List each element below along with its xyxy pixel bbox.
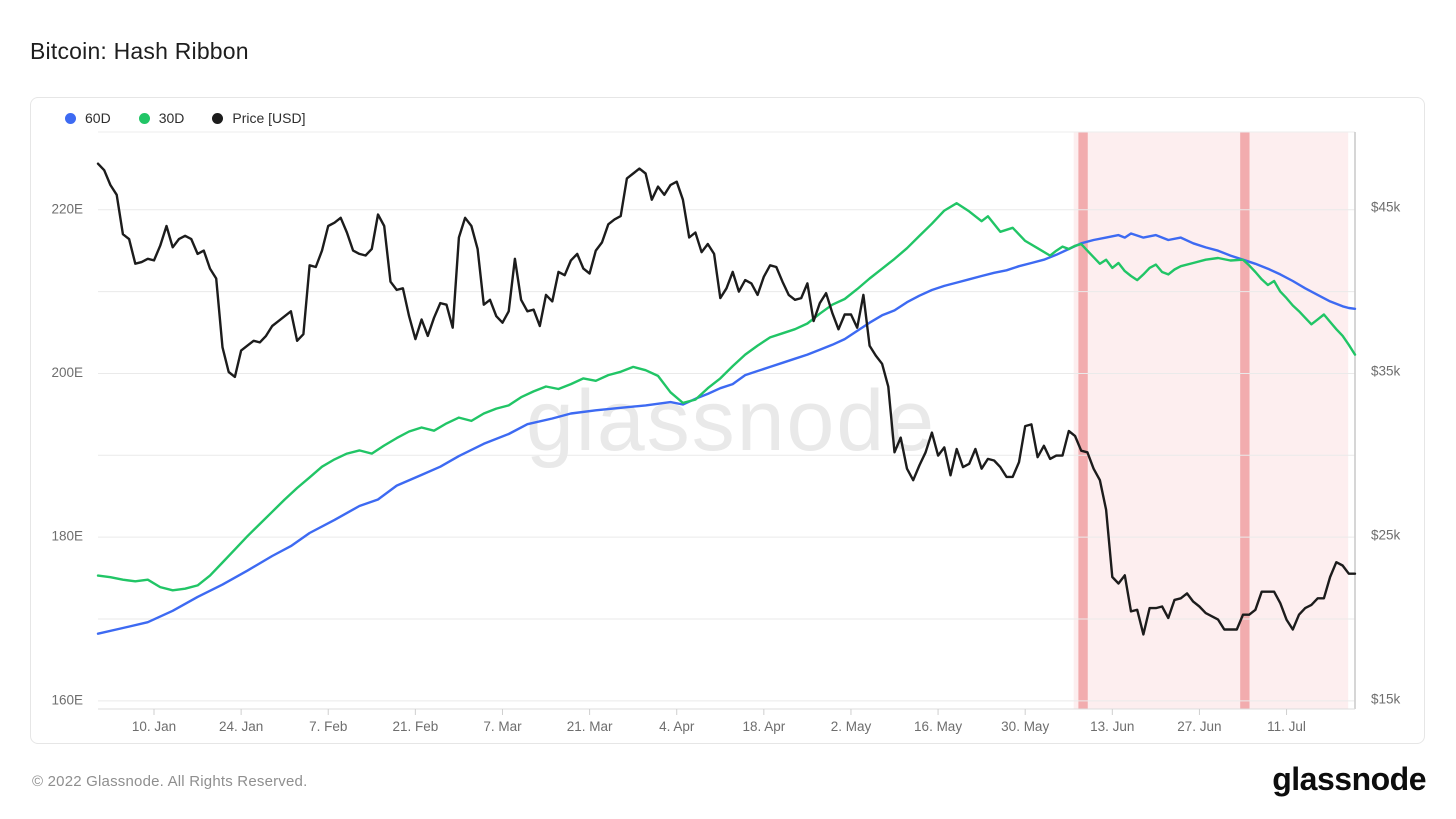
x-tick-label: 21. Mar (567, 719, 613, 734)
highlight-region (1073, 132, 1349, 709)
chart-card: glassnode 10. Jan 24. Jan 7. Feb 21. Feb 7. M… (30, 97, 1425, 744)
x-tick-label: 7. Feb (309, 719, 347, 734)
right-axis-label: $35k (1371, 364, 1401, 379)
series-line-price-usd- (96, 162, 1357, 636)
left-axis-label: 220E (51, 201, 83, 216)
page-title: Bitcoin: Hash Ribbon (30, 38, 249, 64)
left-axis-label: 200E (51, 365, 83, 380)
legend-item-label: 30D (158, 110, 185, 126)
x-tick-label: 10. Jan (132, 719, 176, 734)
x-tick-label: 27. Jun (1177, 719, 1221, 734)
x-tick-label: 4. Apr (659, 719, 695, 734)
footer-copyright: © 2022 Glassnode. All Rights Reserved. (32, 773, 308, 790)
x-tick-label: 30. May (1001, 719, 1049, 734)
right-axis-label: $45k (1371, 200, 1401, 215)
x-tick-label: 7. Mar (483, 719, 522, 734)
legend-dot-icon (212, 112, 224, 124)
right-axis-label: $25k (1371, 528, 1401, 543)
legend-item-label: 60D (85, 110, 111, 126)
series-line-30d (96, 202, 1357, 592)
legend-item-label: Price [USD] (232, 110, 306, 126)
x-tick-label: 21. Feb (392, 719, 438, 734)
highlight-bar (1078, 132, 1088, 709)
glassnode-watermark: glassnode (526, 373, 936, 469)
left-axis-label: 160E (51, 692, 83, 707)
x-tick-label: 18. Apr (742, 719, 785, 734)
left-axis-label: 180E (51, 529, 83, 544)
right-axis-label: $15k (1371, 692, 1401, 707)
highlight-bar (1240, 132, 1250, 709)
series-line-60d (96, 232, 1357, 635)
chart-legend: 60D 30D Price [USD] (65, 110, 306, 126)
chart-canvas: glassnode 10. Jan 24. Jan 7. Feb 21. Feb 7. M… (51, 131, 1401, 734)
glassnode-logo[interactable]: glassnode (1272, 761, 1426, 797)
legend-dot-icon (65, 112, 76, 124)
legend-item-60d[interactable]: 60D (65, 110, 111, 126)
x-tick-label: 11. Jul (1267, 719, 1306, 734)
legend-item-30d[interactable]: 30D (138, 110, 185, 126)
legend-item-price[interactable]: Price [USD] (212, 110, 306, 126)
chart-plot[interactable]: glassnode 10. Jan 24. Jan 7. Feb 21. Feb 7. M… (31, 98, 1424, 743)
x-tick-label: 13. Jun (1090, 719, 1134, 734)
x-tick-label: 2. May (831, 719, 872, 734)
x-tick-label: 24. Jan (219, 719, 263, 734)
legend-dot-icon (138, 112, 150, 124)
x-tick-label: 16. May (914, 719, 962, 734)
